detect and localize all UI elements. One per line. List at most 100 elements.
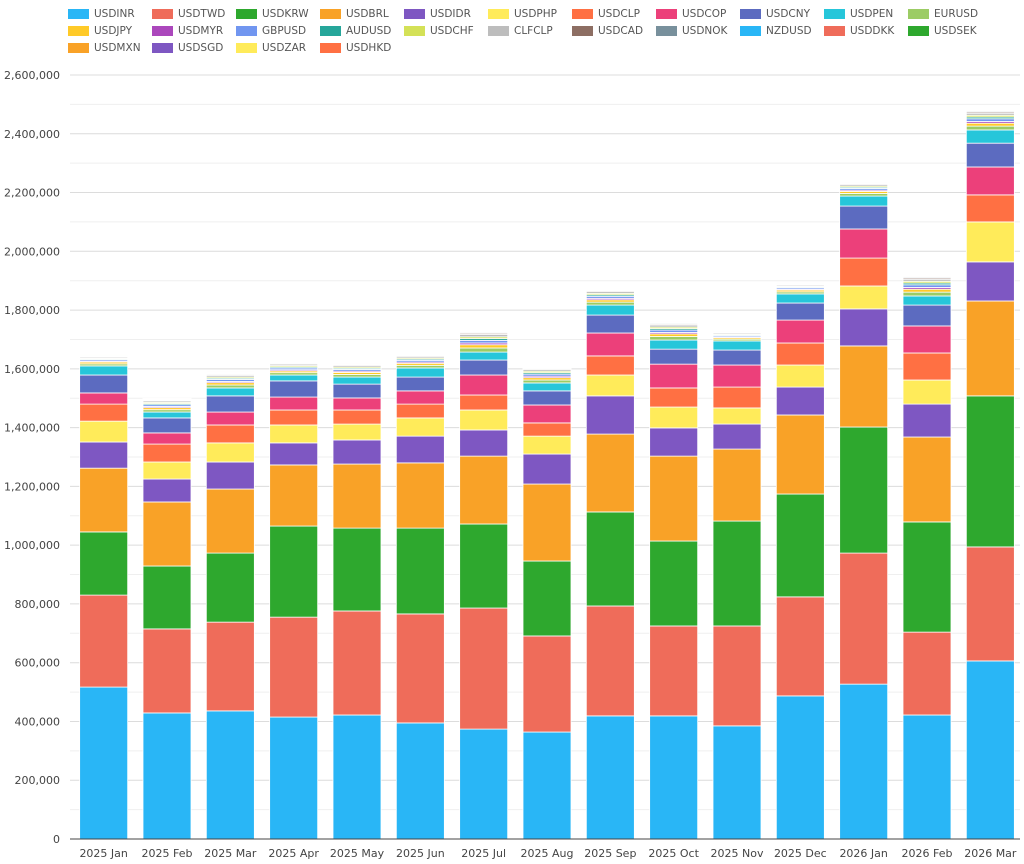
legend-label: USDNOK — [682, 24, 728, 37]
bar-segment-usdphp — [79, 420, 129, 443]
legend-item-usdinr[interactable]: USDINR — [68, 5, 152, 22]
legend-swatch — [320, 8, 341, 19]
legend-item-nzdusd[interactable]: NZDUSD — [740, 22, 824, 39]
bar-segment-usdclp — [332, 409, 382, 425]
bar-segment-usdkrw — [79, 531, 129, 596]
bar-segment-usdtwd — [712, 625, 762, 727]
legend-label: NZDUSD — [766, 24, 812, 37]
bar-segment-usdjpy — [902, 288, 952, 293]
bar-segment-usdkrw — [965, 395, 1015, 548]
legend-item-usdsgd[interactable]: USDSGD — [152, 39, 236, 56]
legend-label: USDPEN — [850, 7, 894, 20]
bar-segment-usdpen — [712, 340, 762, 351]
legend-item-usdjpy[interactable]: USDJPY — [68, 22, 152, 39]
bar-segment-usdclp — [649, 387, 699, 408]
bar-segment-usdbrl — [459, 455, 509, 525]
y-tick-label: 1,000,000 — [4, 539, 60, 552]
bar-segment-usdtwd — [79, 594, 129, 688]
bar-segment-usdtwd — [775, 596, 825, 697]
bar-segment-usdinr — [839, 683, 889, 840]
bar-segment-usdbrl — [712, 448, 762, 522]
legend-item-usdpen[interactable]: USDPEN — [824, 5, 908, 22]
legend-item-usdkrw[interactable]: USDKRW — [236, 5, 320, 22]
legend-label: USDSEK — [934, 24, 977, 37]
bar-segment-usdphp — [459, 409, 509, 431]
x-tick-label: 2025 May — [330, 847, 385, 860]
legend-item-usdcop[interactable]: USDCOP — [656, 5, 740, 22]
x-tick-label: 2025 Apr — [268, 847, 319, 860]
bar-segment-usdpen — [79, 365, 129, 376]
legend-item-audusd[interactable]: AUDUSD — [320, 22, 404, 39]
y-tick-label: 1,600,000 — [4, 363, 60, 376]
bar-segment-usdinr — [332, 714, 382, 840]
bar-segment-usdbrl — [142, 501, 192, 567]
bar-segment-usdphp — [775, 364, 825, 388]
legend-label: USDCLP — [598, 7, 640, 20]
bar-segment-usdidr — [332, 439, 382, 465]
bar-segment-usdpen — [522, 382, 572, 392]
bar-segment-usdidr — [79, 441, 129, 469]
legend-swatch — [152, 8, 173, 19]
bar-segment-usdclp — [142, 443, 192, 463]
bar-segment-usdinr — [395, 722, 445, 840]
bar-segment-usdpen — [775, 293, 825, 304]
legend-item-usdclp[interactable]: USDCLP — [572, 5, 656, 22]
bar-segment-usdinr — [522, 731, 572, 840]
bar-segment-usdpen — [332, 376, 382, 385]
legend-item-clfclp[interactable]: CLFCLP — [488, 22, 572, 39]
legend-item-usdnok[interactable]: USDNOK — [656, 22, 740, 39]
bar-segment-usdclp — [79, 403, 129, 422]
bar-segment-usdkrw — [269, 525, 319, 618]
bar-segment-usdjpy — [459, 344, 509, 349]
bar-segment-usdinr — [775, 695, 825, 840]
legend-swatch — [236, 42, 257, 53]
bar-segment-usdkrw — [839, 426, 889, 554]
bar-segment-usdclp — [395, 403, 445, 419]
legend-item-usdphp[interactable]: USDPHP — [488, 5, 572, 22]
legend-item-usddkk[interactable]: USDDKK — [824, 22, 908, 39]
legend-item-usdmxn[interactable]: USDMXN — [68, 39, 152, 56]
legend-item-usdsek[interactable]: USDSEK — [908, 22, 992, 39]
legend-item-usdcny[interactable]: USDCNY — [740, 5, 824, 22]
legend-label: EURUSD — [934, 7, 979, 20]
x-tick-label: 2025 Sep — [584, 847, 636, 860]
legend-swatch — [488, 25, 509, 36]
bar-segment-usdtwd — [585, 605, 635, 717]
legend-label: USDDKK — [850, 24, 895, 37]
x-tick-label: 2025 Jun — [396, 847, 445, 860]
bar-segment-usdphp — [269, 424, 319, 444]
bar-segment-usdtwd — [269, 616, 319, 718]
legend-item-usdidr[interactable]: USDIDR — [404, 5, 488, 22]
legend-item-usdchf[interactable]: USDCHF — [404, 22, 488, 39]
bar-segment-usdidr — [269, 442, 319, 466]
legend-item-usdcad[interactable]: USDCAD — [572, 22, 656, 39]
legend-item-eurusd[interactable]: EURUSD — [908, 5, 992, 22]
bar-segment-usdphp — [902, 379, 952, 405]
bar-segment-usdclp — [459, 394, 509, 411]
bar-segment-usdinr — [585, 715, 635, 840]
bar-segment-usdcny — [965, 142, 1015, 168]
bar-segment-eurusd — [902, 291, 952, 297]
legend-item-usdbrl[interactable]: USDBRL — [320, 5, 404, 22]
bar-segment-usdbrl — [205, 488, 255, 554]
bar-segment-usdkrw — [585, 511, 635, 607]
y-tick-label: 1,800,000 — [4, 304, 60, 317]
legend-item-usdtwd[interactable]: USDTWD — [152, 5, 236, 22]
legend-label: USDPHP — [514, 7, 557, 20]
legend-item-usdzar[interactable]: USDZAR — [236, 39, 320, 56]
legend-item-gbpusd[interactable]: GBPUSD — [236, 22, 320, 39]
legend-item-usdhkd[interactable]: USDHKD — [320, 39, 404, 56]
legend-swatch — [320, 42, 341, 53]
bar-segment-usdcny — [712, 349, 762, 366]
legend-label: USDHKD — [346, 41, 392, 54]
legend-label: USDSGD — [178, 41, 224, 54]
bar-segment-usdcop — [395, 390, 445, 405]
legend-swatch — [656, 8, 677, 19]
bar-segment-eurusd — [965, 125, 1015, 131]
bar-segment-usdidr — [522, 453, 572, 485]
legend-item-usdmyr[interactable]: USDMYR — [152, 22, 236, 39]
bar-segment-usdinr — [902, 714, 952, 840]
legend-swatch — [740, 8, 761, 19]
bar-segment-usdpen — [205, 387, 255, 397]
bar-segment-usdcny — [142, 417, 192, 434]
